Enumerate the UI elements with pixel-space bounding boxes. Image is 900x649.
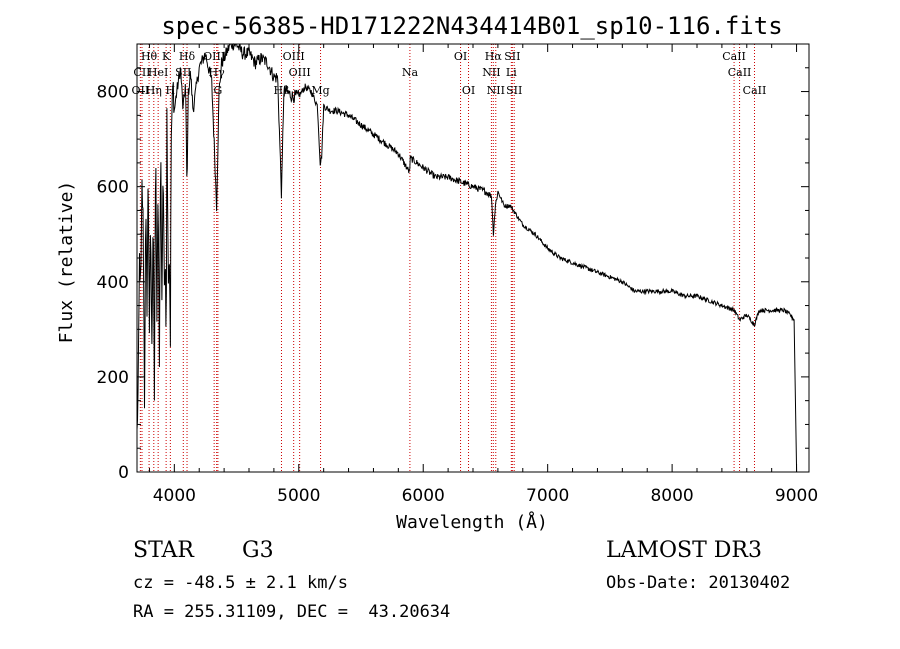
redshift-text: cz = -48.5 ± 2.1 km/s bbox=[133, 573, 348, 593]
line-label-14: OIII bbox=[289, 66, 311, 79]
y-tick-label-200: 200 bbox=[97, 368, 129, 388]
obs-date: Obs-Date: 20130402 bbox=[606, 573, 791, 593]
line-label-23: Li bbox=[506, 66, 517, 79]
chart-title: spec-56385-HD171222N434414B01_sp10-116.f… bbox=[161, 12, 782, 40]
y-tick-label-800: 800 bbox=[97, 83, 129, 103]
x-tick-label-8000: 8000 bbox=[650, 486, 693, 506]
x-tick-label-4000: 4000 bbox=[153, 486, 196, 506]
line-label-15: Mg bbox=[311, 84, 329, 97]
line-label-11: G bbox=[213, 84, 222, 97]
line-label-4: HeI bbox=[148, 66, 168, 79]
line-label-13: OIII bbox=[283, 50, 305, 63]
line-label-19: Hα bbox=[485, 50, 503, 63]
x-tick-label-6000: 6000 bbox=[402, 486, 445, 506]
line-label-12: Hβ bbox=[274, 84, 290, 97]
line-label-5: K bbox=[162, 50, 171, 63]
object-class: STAR bbox=[133, 538, 194, 563]
x-tick-label-9000: 9000 bbox=[775, 486, 818, 506]
spectral-line-markers bbox=[139, 44, 755, 472]
line-label-6: H bbox=[166, 84, 176, 97]
line-label-22: SII bbox=[504, 50, 520, 63]
line-label-9: OIII bbox=[203, 50, 225, 63]
line-label-24: SII bbox=[506, 84, 522, 97]
x-axis: 4000 5000 6000 7000 8000 9000 bbox=[148, 44, 818, 506]
survey-name: LAMOST DR3 bbox=[606, 538, 762, 563]
y-tick-label-0: 0 bbox=[118, 463, 129, 483]
y-axis-label: Flux (relative) bbox=[56, 181, 77, 344]
line-label-1: CII bbox=[133, 66, 150, 79]
y-axis: 0 200 400 600 800 bbox=[97, 67, 809, 483]
spectrum-line bbox=[136, 43, 798, 473]
line-label-27: CaII bbox=[743, 84, 767, 97]
y-tick-label-400: 400 bbox=[97, 273, 129, 293]
line-label-20: NII bbox=[482, 66, 500, 79]
plot-frame bbox=[136, 43, 810, 473]
coordinates-text: RA = 255.31109, DEC = 43.20634 bbox=[133, 602, 451, 622]
line-label-7: SII bbox=[175, 66, 191, 79]
line-label-3: Hη bbox=[146, 84, 162, 97]
x-axis-label: Wavelength (Å) bbox=[396, 511, 548, 533]
x-tick-label-5000: 5000 bbox=[277, 486, 320, 506]
y-tick-label-600: 600 bbox=[97, 178, 129, 198]
line-label-8: Hδ bbox=[179, 50, 196, 63]
line-label-21: NII bbox=[487, 84, 505, 97]
line-label-17: OI bbox=[454, 50, 467, 63]
x-tick-label-7000: 7000 bbox=[526, 486, 569, 506]
line-label-16: Na bbox=[402, 66, 419, 79]
line-label-25: CaII bbox=[722, 50, 746, 63]
line-label-0: OII bbox=[132, 84, 150, 97]
spectral-subclass: G3 bbox=[242, 538, 274, 563]
line-label-26: CaII bbox=[728, 66, 752, 79]
line-label-2: Hθ bbox=[141, 50, 158, 63]
line-label-18: OI bbox=[462, 84, 475, 97]
